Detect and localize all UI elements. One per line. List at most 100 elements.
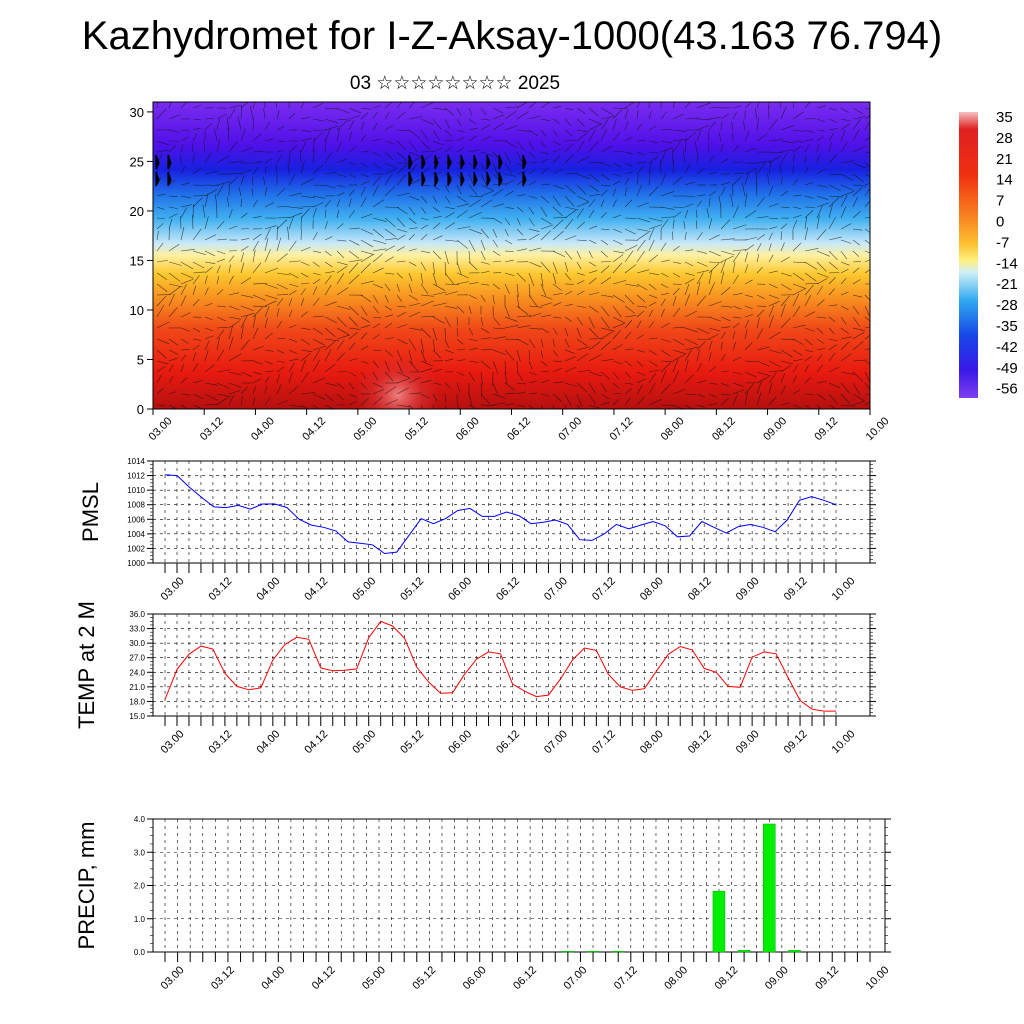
wind-vector (852, 107, 863, 115)
precip-x-tick-label: 06.00 (461, 964, 489, 992)
wind-vector (816, 380, 827, 384)
wind-vector (396, 272, 404, 279)
wind-vector (216, 327, 228, 329)
wind-vector (252, 371, 263, 375)
precip-bar (561, 951, 575, 953)
wind-vector (408, 392, 422, 395)
wind-vector (264, 349, 274, 352)
wind-vector (156, 102, 159, 109)
wind-vector (384, 337, 395, 340)
wind-vector (696, 341, 706, 351)
wind-vector (276, 149, 286, 153)
wind-vector (600, 184, 611, 187)
wind-vector (576, 353, 589, 362)
wind-vector (168, 364, 174, 373)
wind-vector (252, 262, 262, 274)
wind-vector (792, 293, 800, 307)
wind-vector (780, 102, 782, 109)
wind-vector (396, 246, 405, 252)
wind-vector (624, 162, 633, 167)
wind-vector (804, 166, 809, 175)
wind-vector (372, 162, 382, 170)
wind-vector (768, 243, 772, 252)
precip-y-tick-label: 1.0 (134, 915, 146, 924)
wind-vector (228, 336, 234, 351)
wind-vector (624, 136, 633, 142)
wind-vector (504, 179, 515, 186)
wind-vector (504, 206, 514, 209)
wind-vector (468, 199, 481, 208)
wind-vector (288, 385, 299, 395)
wind-vector (828, 404, 837, 409)
wind-vector (216, 316, 226, 322)
wind-vector (384, 124, 394, 131)
wind-vector (612, 382, 620, 389)
pmsl-x-tick-label: 10.00 (830, 575, 858, 603)
wind-vector (214, 194, 218, 208)
wind-vector (708, 250, 721, 257)
wind-vector (444, 107, 454, 116)
wind-vector (432, 261, 436, 275)
wind-vector (204, 302, 213, 307)
wind-vector (756, 360, 770, 367)
wind-vector (780, 317, 791, 329)
temp-y-tick-label: 24.0 (129, 668, 145, 677)
wind-vector (660, 111, 668, 120)
pmsl-x-tick-label: 05.12 (398, 575, 426, 603)
wind-vector (708, 263, 720, 274)
wind-vector (672, 326, 686, 329)
wind-vector (372, 105, 382, 109)
wind-vector (264, 332, 273, 340)
wind-vector (660, 191, 675, 197)
wind-vector (168, 218, 173, 230)
wind-vector (287, 226, 290, 241)
wind-vector (156, 365, 166, 373)
wind-vector (252, 166, 259, 175)
wind-vector (840, 336, 852, 340)
wind-vector (204, 335, 214, 340)
wind-vector (300, 327, 311, 330)
wind-vector (312, 348, 321, 362)
wind-vector (648, 217, 663, 222)
wind-vector (204, 275, 208, 285)
wind-vector (588, 225, 598, 230)
wind-vector (228, 107, 236, 120)
wind-vector (588, 354, 602, 362)
wind-vector (828, 382, 841, 389)
wind-vector (492, 327, 506, 330)
wind-vector (214, 128, 218, 142)
wind-vector (552, 168, 563, 175)
wind-vector (576, 369, 591, 373)
wind-vector (228, 382, 242, 388)
wind-vector (648, 102, 650, 109)
wind-vector (636, 396, 646, 406)
wind-vector (360, 173, 370, 178)
wind-vector (684, 249, 694, 252)
wind-vector (360, 345, 369, 351)
wind-vector (744, 319, 750, 329)
heatmap-field (153, 102, 870, 409)
wind-vector (420, 272, 424, 284)
temp-x-tick-label: 06.00 (446, 728, 474, 756)
wind-vector (240, 313, 255, 318)
wind-vector (252, 249, 256, 263)
wind-vector (864, 259, 870, 263)
wind-vector (720, 286, 731, 296)
wind-vector (864, 326, 870, 329)
wind-vector (540, 195, 549, 204)
wind-vector (588, 141, 599, 153)
wind-vector (624, 171, 633, 175)
wind-vector (720, 370, 730, 373)
wind-vector (324, 404, 335, 409)
wind-vector (228, 140, 238, 153)
wind-vector (720, 121, 723, 131)
wind-vector (636, 310, 645, 318)
wind-vector (624, 244, 638, 252)
wind-vector (432, 184, 440, 191)
wind-vector (264, 267, 279, 274)
wind-vector (276, 337, 286, 340)
wind-vector (168, 283, 183, 288)
wind-vector (168, 261, 182, 266)
precip-x-tick-label: 07.12 (612, 964, 640, 992)
wind-vector (156, 374, 162, 384)
